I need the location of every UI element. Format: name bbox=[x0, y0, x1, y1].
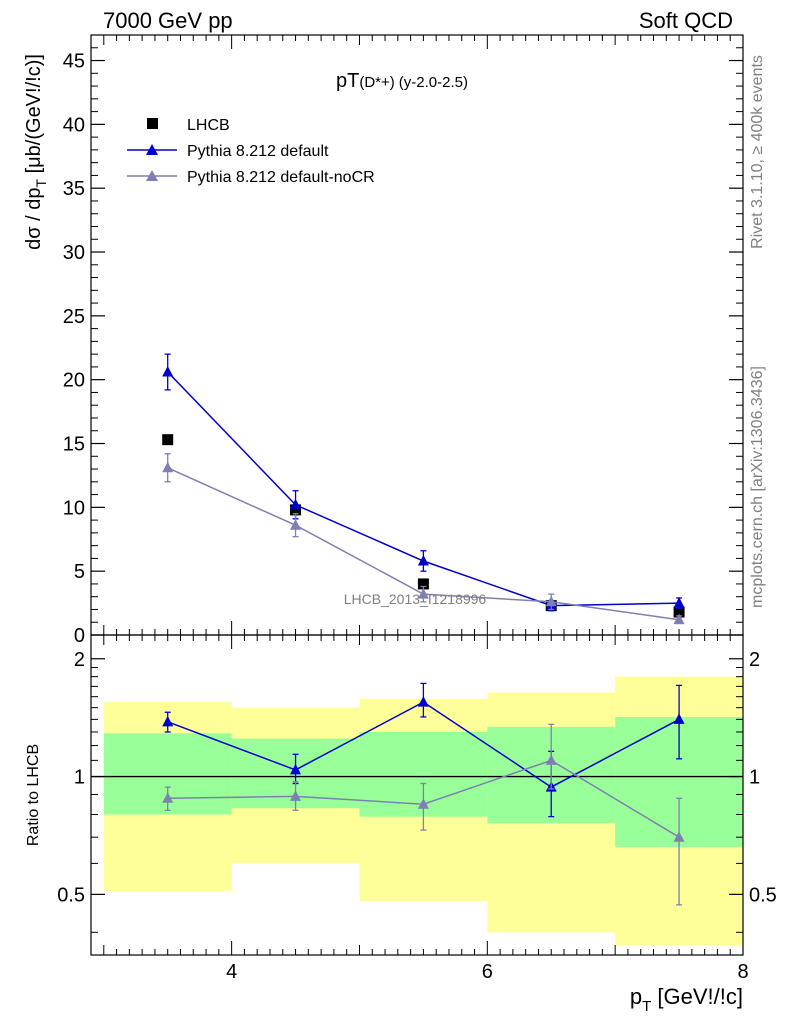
ratio-axis-layer: 4 6 8 0.5 0.5 1 1 2 2 bbox=[57, 635, 777, 983]
ratio-point-pythia-nocr bbox=[290, 790, 302, 801]
ratio-point-pythia-nocr bbox=[417, 798, 429, 809]
main-y-axis-label-sub: T bbox=[33, 179, 49, 188]
ratio-y-tick-label: 2 bbox=[74, 649, 85, 671]
main-y-tick-label: 30 bbox=[63, 242, 85, 264]
x-axis-label-main: p bbox=[630, 984, 642, 1009]
main-y-tick-label: 40 bbox=[63, 114, 85, 136]
analysis-watermark: LHCB_2013_I1218996 bbox=[344, 591, 487, 607]
main-point-lhcb bbox=[673, 606, 685, 618]
main-point-pythia-default bbox=[673, 597, 685, 608]
legend-marker-pythia-nocr bbox=[146, 170, 158, 181]
ratio-y-tick-label-right: 0.5 bbox=[749, 884, 777, 906]
main-y-axis-label-main: dσ / dp bbox=[23, 188, 45, 250]
x-tick-label: 6 bbox=[482, 961, 493, 983]
legend-marker-pythia-default bbox=[146, 144, 158, 155]
main-y-tick-label: 20 bbox=[63, 370, 85, 392]
x-axis-label-rest: [GeV!/!c] bbox=[651, 984, 743, 1009]
x-axis-label-sub: T bbox=[642, 998, 651, 1015]
ratio-point-pythia-nocr bbox=[545, 754, 557, 765]
main-title: pT(D*+) (y-2.0-2.5) bbox=[336, 70, 468, 92]
main-title-quantity: pT bbox=[336, 70, 359, 92]
x-axis-label: pT [GeV!/!c] bbox=[630, 984, 743, 1015]
ratio-panel: 4 6 8 0.5 0.5 1 1 2 2 Ratio to LHCB pT [GeV!/!c] bbox=[25, 634, 777, 1015]
main-y-tick-label: 35 bbox=[63, 178, 85, 200]
x-tick-label: 4 bbox=[226, 961, 237, 983]
main-point-pythia-nocr bbox=[417, 588, 429, 599]
main-point-pythia-nocr bbox=[545, 595, 557, 607]
legend-label-pythia-default: Pythia 8.212 default bbox=[187, 143, 329, 160]
legend: LHCB Pythia 8.212 default Pythia 8.212 d… bbox=[127, 117, 375, 186]
ratio-y-axis-label: Ratio to LHCB bbox=[25, 744, 42, 846]
main-title-suffix: (y-2.0-2.5) bbox=[399, 74, 468, 91]
ratio-point-pythia-default bbox=[162, 715, 174, 727]
mcplots-label: mcplots.cern.ch [arXiv:1306.3436] bbox=[749, 366, 766, 608]
header-right-title: Soft QCD bbox=[639, 8, 733, 33]
x-tick-label: 8 bbox=[737, 961, 748, 983]
main-point-pythia-default bbox=[417, 554, 429, 566]
ratio-point-pythia-nocr bbox=[673, 831, 685, 842]
main-y-tick-label: 10 bbox=[63, 497, 85, 519]
main-y-axis-label: dσ / dpT [μb/(GeV!/!c)] bbox=[23, 54, 49, 250]
ratio-point-pythia-default bbox=[417, 696, 429, 707]
ratio-point-pythia-default bbox=[290, 763, 302, 775]
main-y-tick-label: 25 bbox=[63, 306, 85, 328]
main-point-pythia-nocr bbox=[290, 519, 302, 530]
legend-marker-lhcb bbox=[147, 118, 158, 129]
main-point-pythia-nocr bbox=[673, 613, 685, 625]
main-plot-layer bbox=[162, 353, 685, 625]
ratio-frame bbox=[90, 634, 744, 956]
ratio-plot-layer bbox=[91, 676, 743, 946]
ratio-point-pythia-nocr bbox=[162, 792, 174, 803]
ratio-y-tick-label: 1 bbox=[74, 767, 85, 789]
main-point-pythia-default bbox=[290, 498, 302, 510]
main-panel: 0 5 10 15 20 25 30 35 40 45 pT(D*+) (y-2.0-2.5) LH… bbox=[23, 34, 744, 647]
ratio-y-tick-label-right: 1 bbox=[749, 767, 760, 789]
header-left-title: 7000 GeV pp bbox=[103, 8, 233, 33]
main-axis-layer: 0 5 10 15 20 25 30 35 40 45 bbox=[63, 34, 744, 647]
main-y-tick-label: 0 bbox=[74, 625, 85, 647]
main-point-pythia-default bbox=[162, 366, 174, 377]
ratio-point-pythia-default bbox=[673, 713, 685, 724]
main-title-particle: (D*+) bbox=[359, 74, 394, 91]
rivet-label: Rivet 3.1.10, ≥ 400k events bbox=[749, 55, 766, 249]
main-point-pythia-nocr bbox=[162, 461, 174, 473]
ratio-y-tick-label-right: 2 bbox=[749, 649, 760, 671]
main-y-tick-label: 15 bbox=[63, 434, 85, 456]
legend-label-pythia-nocr: Pythia 8.212 default-noCR bbox=[187, 169, 375, 186]
ratio-y-tick-label: 0.5 bbox=[57, 884, 85, 906]
legend-label-lhcb: LHCB bbox=[187, 117, 230, 134]
main-y-tick-label: 45 bbox=[63, 51, 85, 73]
main-y-tick-label: 5 bbox=[74, 561, 85, 583]
main-point-lhcb bbox=[417, 578, 429, 590]
main-point-lhcb bbox=[162, 434, 174, 446]
main-y-axis-label-rest: [μb/(GeV!/!c)] bbox=[23, 54, 45, 179]
